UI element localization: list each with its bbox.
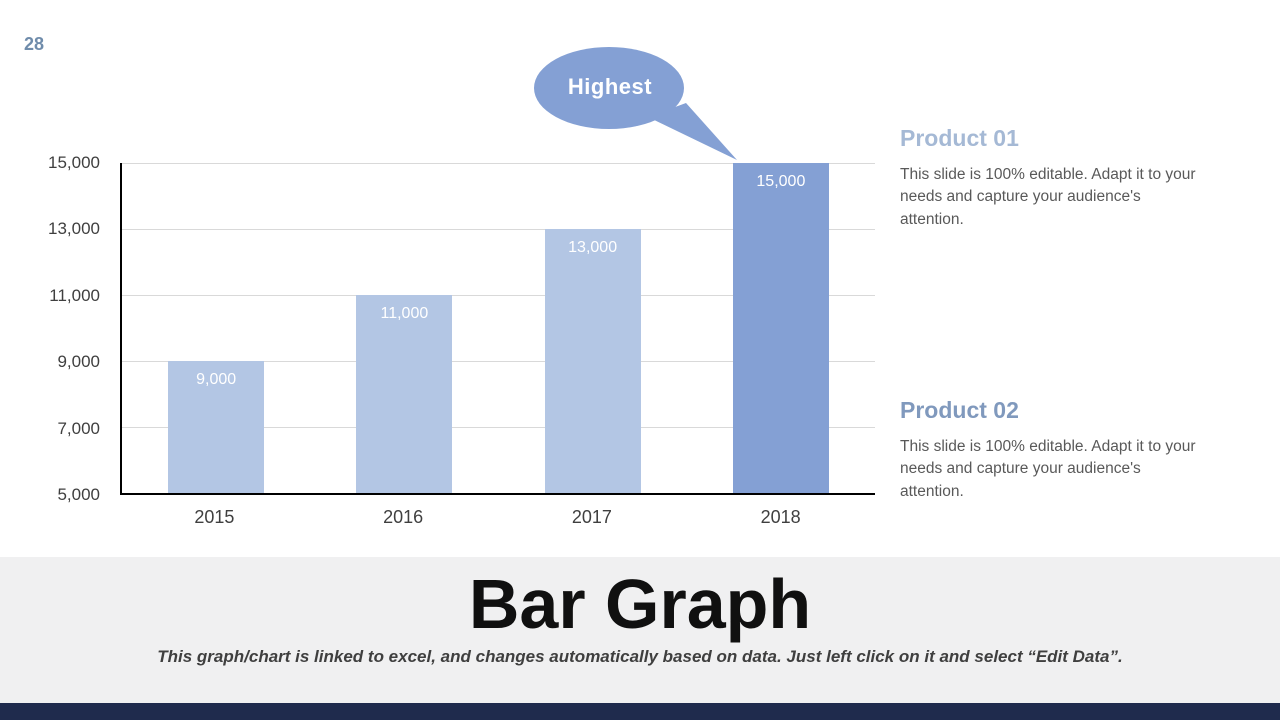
x-axis-labels: 2015 2016 2017 2018: [120, 507, 875, 528]
callout-label: Highest: [567, 74, 653, 99]
gridline: [122, 295, 875, 296]
slide-title: Bar Graph: [468, 565, 812, 643]
product-02-body: This slide is 100% editable. Adapt it to…: [900, 438, 1196, 500]
y-tick: 11,000: [49, 285, 100, 305]
bar-slot: 9,000: [122, 163, 310, 493]
bar-2015[interactable]: 9,000: [168, 361, 265, 493]
callout-bubble-shape: [534, 47, 737, 160]
product-02-heading: Product 02: [900, 397, 1019, 423]
bar-chart[interactable]: 15,000 13,000 11,000 9,000 7,000 5,000 9…: [30, 153, 875, 527]
gridline: [122, 361, 875, 362]
gridline: [122, 229, 875, 230]
plot-area[interactable]: 9,000 11,000 13,000 15,000: [120, 163, 875, 495]
bar-series: 9,000 11,000 13,000 15,000: [122, 163, 875, 493]
footer-band: Bar Graph This graph/chart is linked to …: [0, 557, 1280, 703]
bar-data-label: 13,000: [568, 239, 618, 256]
highest-callout: Highest: [528, 45, 748, 167]
bar-data-label: 11,000: [380, 305, 429, 322]
bar-slot: 15,000: [687, 163, 875, 493]
x-tick: 2017: [571, 507, 612, 527]
slide-subtitle: This graph/chart is linked to excel, and…: [157, 647, 1123, 666]
bar-2018[interactable]: 15,000: [732, 163, 829, 493]
page-number: 28: [24, 34, 45, 54]
y-axis-labels: 15,000 13,000 11,000 9,000 7,000 5,000: [30, 153, 106, 504]
x-tick: 2018: [760, 507, 801, 527]
bar-slot: 11,000: [310, 163, 498, 493]
x-tick: 2016: [383, 507, 424, 527]
y-tick: 15,000: [48, 153, 100, 172]
product-01-body: This slide is 100% editable. Adapt it to…: [900, 166, 1196, 228]
product-02-section: Product 02 This slide is 100% editable. …: [900, 397, 1220, 503]
y-tick: 7,000: [57, 418, 100, 438]
bottom-accent-strip: [0, 703, 1280, 720]
product-01-section: Product 01 This slide is 100% editable. …: [900, 125, 1220, 231]
y-tick: 5,000: [57, 485, 100, 504]
y-tick: 13,000: [48, 219, 100, 239]
gridline: [122, 427, 875, 428]
bar-2017[interactable]: 13,000: [544, 229, 641, 493]
bar-slot: 13,000: [499, 163, 687, 493]
x-tick: 2015: [194, 507, 235, 527]
bar-data-label: 9,000: [196, 371, 237, 388]
gridline: [122, 163, 875, 164]
bar-data-label: 15,000: [756, 173, 806, 190]
bar-2016[interactable]: 11,000: [356, 295, 453, 493]
product-01-heading: Product 01: [900, 125, 1019, 151]
y-tick: 9,000: [57, 352, 100, 372]
